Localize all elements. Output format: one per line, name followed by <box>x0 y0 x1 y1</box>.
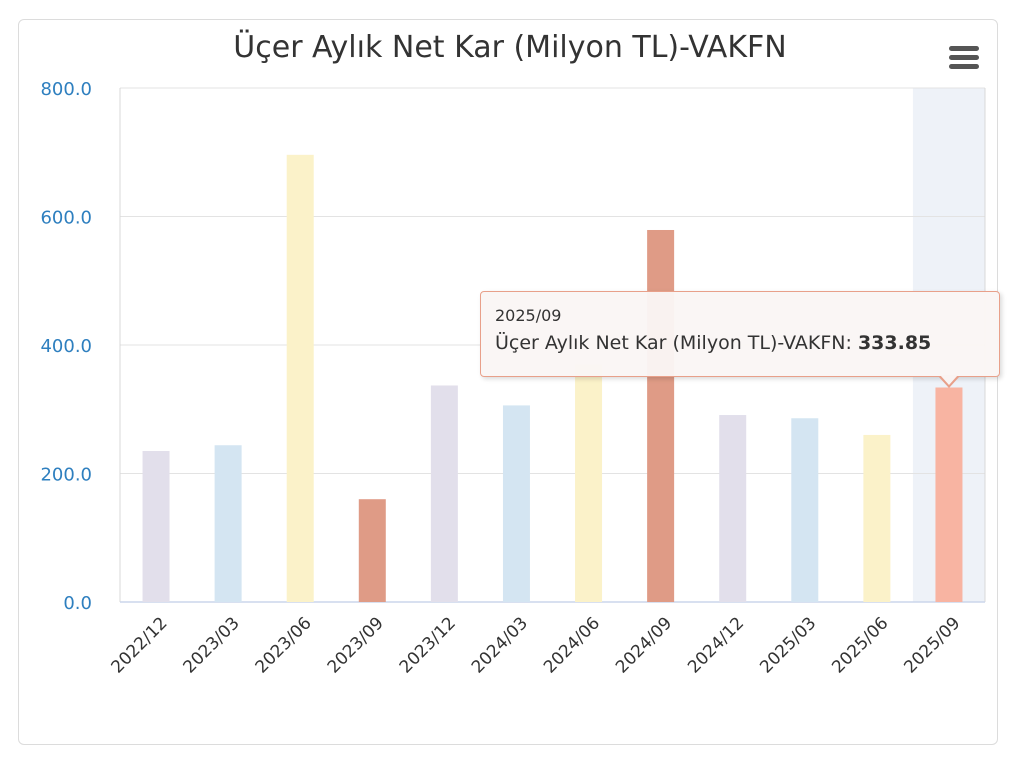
x-tick-label: 2023/03 <box>180 613 244 677</box>
bar-2025-09[interactable] <box>935 387 963 602</box>
x-tick-label: 2024/06 <box>540 613 604 677</box>
hamburger-menu-icon-line <box>949 55 979 60</box>
x-tick-label: 2024/12 <box>684 613 748 677</box>
tooltip-header: 2025/09 <box>495 306 562 325</box>
x-tick-label: 2024/03 <box>468 613 532 677</box>
x-tick-label: 2023/12 <box>396 613 460 677</box>
hamburger-menu-icon-line <box>949 64 979 69</box>
tooltip-series-label: Üçer Aylık Net Kar (Milyon TL)-VAKFN: <box>495 332 852 354</box>
y-tick-label: 800.0 <box>40 79 92 100</box>
menu-button[interactable] <box>944 42 982 74</box>
x-tick-label: 2025/09 <box>900 613 964 677</box>
chart-title: Üçer Aylık Net Kar (Milyon TL)-VAKFN <box>233 30 787 65</box>
x-tick-label: 2025/06 <box>828 613 892 677</box>
bar-2023-09[interactable] <box>358 499 386 602</box>
bar-2024-03[interactable] <box>502 405 530 602</box>
x-tick-label: 2023/06 <box>252 613 316 677</box>
bar-2024-09[interactable] <box>647 229 675 602</box>
x-tick-label: 2022/12 <box>107 613 171 677</box>
bar-2025-03[interactable] <box>791 418 819 602</box>
y-tick-label: 200.0 <box>40 465 92 486</box>
bar-2024-06[interactable] <box>575 364 603 602</box>
bar-2023-12[interactable] <box>430 385 458 602</box>
tooltip-arrow-inner <box>940 375 958 385</box>
hamburger-menu-icon <box>949 46 979 51</box>
chart-tooltip: 2025/09 Üçer Aylık Net Kar (Milyon TL)-V… <box>480 291 1000 377</box>
x-tick-label: 2025/03 <box>756 613 820 677</box>
bar-2024-12[interactable] <box>719 415 747 602</box>
y-tick-label: 600.0 <box>40 208 92 229</box>
chart-card <box>18 19 998 745</box>
bar-2025-06[interactable] <box>863 434 891 602</box>
x-tick-label: 2024/09 <box>612 613 676 677</box>
tooltip-line: Üçer Aylık Net Kar (Milyon TL)-VAKFN: 33… <box>495 332 931 354</box>
bar-2023-06[interactable] <box>286 154 314 602</box>
x-tick-label: 2023/09 <box>324 613 388 677</box>
bar-2022-12[interactable] <box>142 451 170 602</box>
bar-2023-03[interactable] <box>214 445 242 602</box>
y-tick-label: 0.0 <box>63 593 92 614</box>
tooltip-value: 333.85 <box>857 332 932 354</box>
y-tick-label: 400.0 <box>40 336 92 357</box>
